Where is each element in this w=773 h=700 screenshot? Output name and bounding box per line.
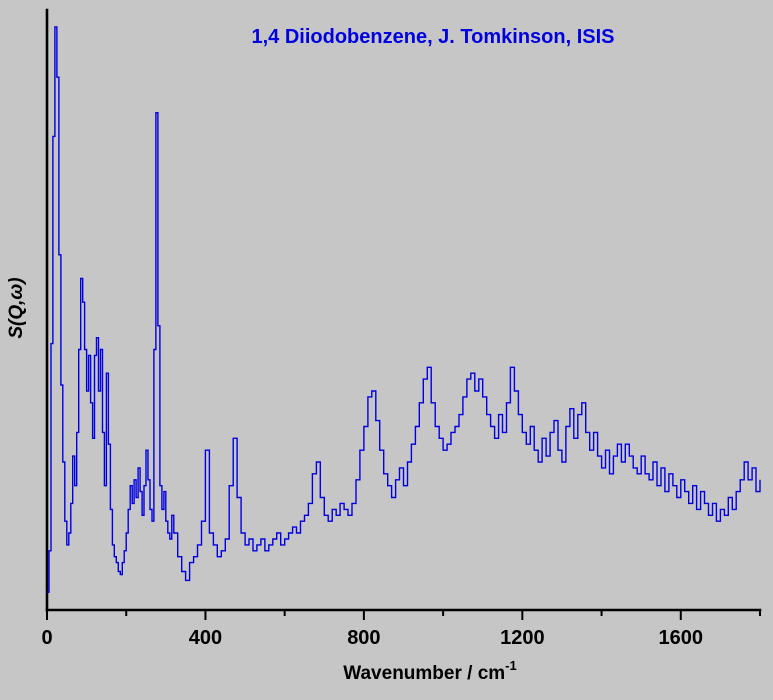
x-tick-label: 1600	[659, 627, 704, 649]
chart-title: 1,4 Diiodobenzene, J. Tomkinson, ISIS	[251, 26, 614, 48]
y-axis-label: S(Q,ω)	[6, 277, 27, 338]
spectrum-line	[47, 26, 761, 593]
x-tick-label: 800	[347, 627, 380, 649]
x-tick-label: 0	[41, 627, 52, 649]
x-axis-ticks: 0 400 800 1200 1600	[41, 610, 761, 649]
x-axis-label: Wavenumber / cm-1	[343, 658, 516, 684]
x-axis-label-main: Wavenumber / cm	[343, 663, 505, 684]
x-tick-label: 1200	[500, 627, 545, 649]
x-tick-label: 400	[189, 627, 222, 649]
x-axis-label-superscript: -1	[505, 658, 517, 673]
